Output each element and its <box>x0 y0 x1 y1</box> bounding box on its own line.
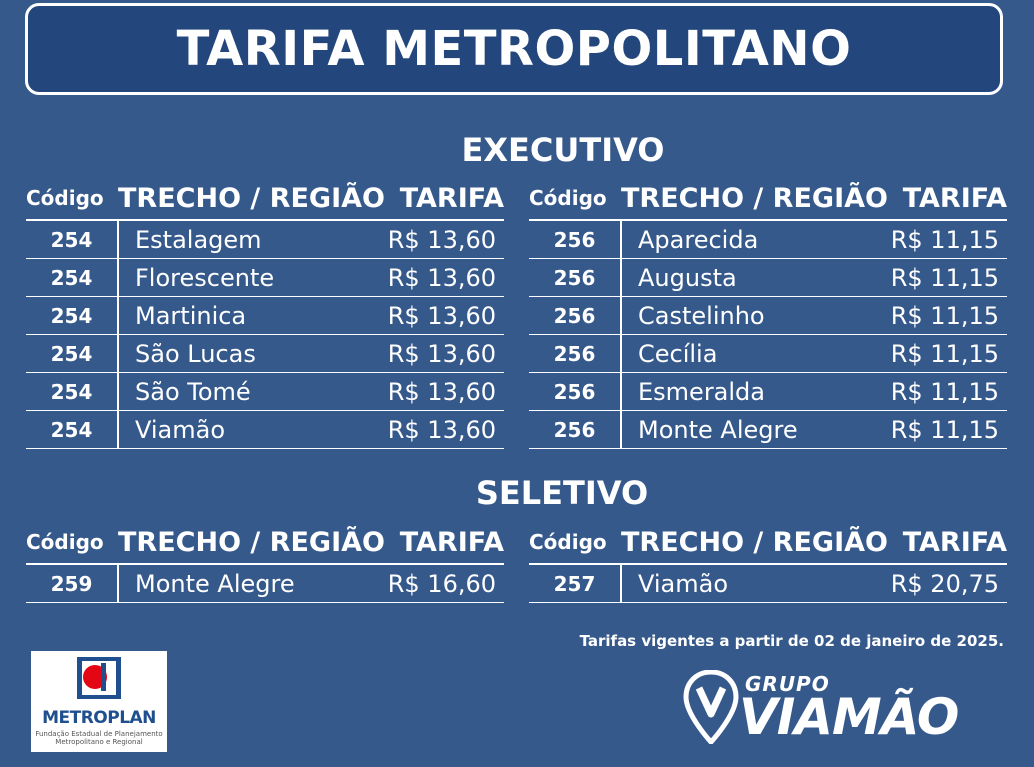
row-code: 254 <box>26 372 119 411</box>
executivo-table-left: Código TRECHO / REGIÃO TARIFA 254 Estalag… <box>26 177 504 449</box>
viamao-label: VIAMÃO <box>739 688 959 746</box>
table-row: 256 Augusta R$ 11,15 <box>529 258 1007 297</box>
header-fare: TARIFA <box>889 177 1007 221</box>
metroplan-logo: METROPLAN Fundação Estadual de Planejame… <box>31 651 167 752</box>
table-header-row: Código TRECHO / REGIÃO TARIFA <box>26 177 504 221</box>
table-row: 257 Viamão R$ 20,75 <box>529 564 1007 603</box>
table-header-row: Código TRECHO / REGIÃO TARIFA <box>529 177 1007 221</box>
row-region: Estalagem <box>118 220 387 259</box>
header-region: TRECHO / REGIÃO <box>118 521 387 565</box>
header-code: Código <box>529 521 621 565</box>
metroplan-subtitle: Fundação Estadual de Planejamento Metrop… <box>31 730 167 746</box>
row-code: 256 <box>529 296 622 335</box>
row-region: Monte Alegre <box>118 564 387 603</box>
table-row: 256 Monte Alegre R$ 11,15 <box>529 410 1007 449</box>
row-fare: R$ 13,60 <box>386 258 504 297</box>
row-code: 254 <box>26 258 119 297</box>
header-fare: TARIFA <box>889 521 1007 565</box>
row-region: São Tomé <box>118 372 387 411</box>
page-title: TARIFA METROPOLITANO <box>176 21 852 77</box>
row-code: 257 <box>529 564 622 603</box>
metroplan-subtitle-line1: Fundação Estadual de Planejamento <box>35 730 163 738</box>
row-region: Castelinho <box>621 296 890 335</box>
title-banner: TARIFA METROPOLITANO <box>25 3 1003 95</box>
row-region: Martinica <box>118 296 387 335</box>
row-fare: R$ 11,15 <box>889 220 1007 259</box>
row-code: 256 <box>529 410 622 449</box>
table-row: 254 Viamão R$ 13,60 <box>26 410 504 449</box>
executivo-table-right: Código TRECHO / REGIÃO TARIFA 256 Apareci… <box>529 177 1007 449</box>
row-fare: R$ 20,75 <box>889 564 1007 603</box>
row-code: 256 <box>529 220 622 259</box>
table-row: 254 Florescente R$ 13,60 <box>26 258 504 297</box>
table-header-row: Código TRECHO / REGIÃO TARIFA <box>529 521 1007 565</box>
header-code: Código <box>26 177 118 221</box>
row-region: Esmeralda <box>621 372 890 411</box>
table-row: 254 Martinica R$ 13,60 <box>26 296 504 335</box>
header-code: Código <box>26 521 118 565</box>
row-code: 254 <box>26 410 119 449</box>
header-code: Código <box>529 177 621 221</box>
seletivo-table-right: Código TRECHO / REGIÃO TARIFA 257 Viamão R… <box>529 521 1007 603</box>
table-row: 256 Castelinho R$ 11,15 <box>529 296 1007 335</box>
row-fare: R$ 11,15 <box>889 258 1007 297</box>
table-row: 256 Esmeralda R$ 11,15 <box>529 372 1007 411</box>
row-fare: R$ 13,60 <box>386 296 504 335</box>
header-region: TRECHO / REGIÃO <box>621 521 890 565</box>
table-row: 256 Cecília R$ 11,15 <box>529 334 1007 373</box>
row-code: 254 <box>26 296 119 335</box>
row-fare: R$ 11,15 <box>889 296 1007 335</box>
row-code: 256 <box>529 372 622 411</box>
row-code: 259 <box>26 564 119 603</box>
row-code: 256 <box>529 258 622 297</box>
table-header-row: Código TRECHO / REGIÃO TARIFA <box>26 521 504 565</box>
row-region: São Lucas <box>118 334 387 373</box>
header-fare: TARIFA <box>386 521 504 565</box>
table-row: 254 São Tomé R$ 13,60 <box>26 372 504 411</box>
table-row: 259 Monte Alegre R$ 16,60 <box>26 564 504 603</box>
row-region: Cecília <box>621 334 890 373</box>
row-fare: R$ 13,60 <box>386 334 504 373</box>
row-region: Viamão <box>118 410 387 449</box>
header-region: TRECHO / REGIÃO <box>118 177 387 221</box>
table-row: 256 Aparecida R$ 11,15 <box>529 220 1007 259</box>
location-pin-icon <box>683 670 739 744</box>
table-row: 254 Estalagem R$ 13,60 <box>26 220 504 259</box>
row-fare: R$ 13,60 <box>386 410 504 449</box>
table-row: 254 São Lucas R$ 13,60 <box>26 334 504 373</box>
row-fare: R$ 11,15 <box>889 334 1007 373</box>
grupo-viamao-logo: GRUPO VIAMÃO <box>683 668 1013 750</box>
seletivo-table-left: Código TRECHO / REGIÃO TARIFA 259 Monte A… <box>26 521 504 603</box>
grupo-label: GRUPO <box>745 672 830 696</box>
header-fare: TARIFA <box>386 177 504 221</box>
validity-note: Tarifas vigentes a partir de 02 de janei… <box>579 632 1004 650</box>
row-region: Viamão <box>621 564 890 603</box>
row-region: Augusta <box>621 258 890 297</box>
row-fare: R$ 11,15 <box>889 372 1007 411</box>
row-region: Monte Alegre <box>621 410 890 449</box>
header-region: TRECHO / REGIÃO <box>621 177 890 221</box>
row-code: 254 <box>26 220 119 259</box>
row-fare: R$ 16,60 <box>386 564 504 603</box>
row-fare: R$ 13,60 <box>386 372 504 411</box>
section-title-seletivo: SELETIVO <box>475 474 649 512</box>
row-code: 254 <box>26 334 119 373</box>
row-region: Florescente <box>118 258 387 297</box>
row-region: Aparecida <box>621 220 890 259</box>
metroplan-name: METROPLAN <box>42 708 156 728</box>
metroplan-subtitle-line2: Metropolitano e Regional <box>55 738 143 746</box>
metroplan-mark-icon <box>77 657 121 699</box>
row-fare: R$ 11,15 <box>889 410 1007 449</box>
row-code: 256 <box>529 334 622 373</box>
row-fare: R$ 13,60 <box>386 220 504 259</box>
section-title-executivo: EXECUTIVO <box>461 131 665 169</box>
